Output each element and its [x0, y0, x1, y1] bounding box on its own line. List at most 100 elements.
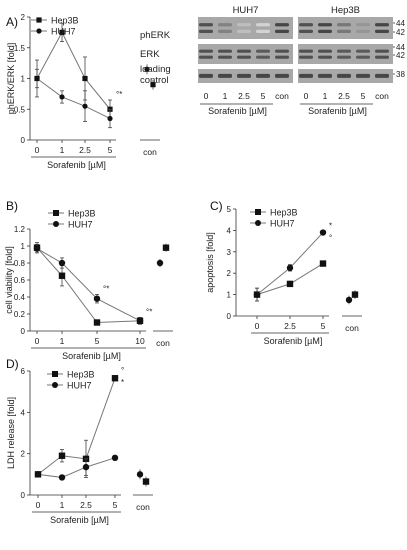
blot-x-label: Sorafenib [µM] — [308, 106, 367, 116]
control-point — [150, 82, 156, 88]
blot-band — [237, 23, 251, 27]
series-HUH7 — [34, 454, 144, 481]
blot-band — [299, 55, 313, 59]
significance-mark: °* — [146, 307, 152, 316]
control-point — [142, 478, 150, 485]
control-label: con — [156, 338, 170, 348]
data-point — [58, 272, 66, 279]
legend-label: HUH7 — [51, 27, 76, 37]
blot-lane-label: 5 — [261, 91, 266, 101]
legend-label: HUH7 — [67, 381, 92, 391]
blot-band — [299, 49, 313, 53]
data-point — [93, 295, 101, 302]
blot-band — [237, 73, 251, 78]
control-label: con — [143, 147, 157, 157]
blot-band — [256, 29, 270, 33]
blot-lane-label: 0 — [304, 91, 309, 101]
series-line — [36, 248, 141, 322]
blot-band — [375, 23, 389, 27]
x-tick-label: 0 — [36, 500, 41, 510]
data-point — [136, 317, 144, 324]
data-point — [286, 264, 294, 272]
blot-band — [318, 49, 332, 53]
y-tick-label: 2 — [21, 13, 26, 22]
x-tick-label: 0 — [35, 336, 40, 346]
data-point — [93, 319, 101, 326]
x-tick-label: 2.5 — [284, 321, 296, 331]
blot-band — [199, 29, 213, 33]
y-tick-label: 0.8 — [14, 259, 26, 268]
x-tick-label: 5 — [108, 145, 113, 155]
blot-band — [356, 29, 370, 33]
significance-mark: * — [329, 221, 332, 230]
y-tick-label: 0.4 — [14, 293, 26, 302]
data-point — [111, 375, 119, 382]
series-Hep3B — [253, 260, 359, 302]
blot-membrane — [198, 44, 293, 64]
blot-band — [375, 29, 389, 33]
x-tick-label: 1 — [60, 145, 65, 155]
series-Hep3B — [34, 375, 150, 487]
blot-band — [299, 73, 313, 78]
data-point — [111, 454, 119, 461]
y-tick-label: 4 — [227, 226, 232, 235]
blot-band — [275, 73, 289, 78]
legend-label: Hep3B — [68, 209, 96, 219]
y-axis-label: apoptosis [fold] — [205, 232, 215, 293]
data-point — [58, 259, 66, 267]
blot-band — [375, 49, 389, 53]
blot-band — [256, 23, 270, 27]
chart-panel-A: 0 0.5 1 1.5 2 phERK/ERK [fold] 0 1 2.5 5Sorafenib… — [6, 13, 160, 170]
y-tick-label: 1.2 — [14, 225, 26, 234]
y-axis-label: phERK/ERK [fold] — [6, 43, 16, 115]
blot-band — [337, 29, 351, 33]
y-tick-label: 0.2 — [14, 310, 26, 319]
western-blot: HUH7 0 1 2.5 5 con Sorafenib [µM] Hep3B 0 1 2.5 5 co… — [140, 5, 405, 116]
data-point — [59, 94, 65, 100]
blot-band — [237, 55, 251, 59]
y-tick-label: 1 — [21, 242, 26, 251]
x-tick-label: 0 — [255, 321, 260, 331]
blot-x-label: Sorafenib [µM] — [208, 106, 267, 116]
blot-membrane — [198, 17, 293, 39]
series-Hep3B — [34, 22, 156, 119]
blot-band — [356, 49, 370, 53]
blot-group-label: Hep3B — [331, 5, 360, 16]
legend-marker — [52, 382, 58, 388]
blot-band — [275, 55, 289, 59]
control-point — [162, 244, 170, 251]
blot-band — [337, 73, 351, 78]
data-point — [286, 280, 294, 288]
blot-band — [275, 23, 289, 27]
significance-mark: ° — [329, 233, 332, 242]
blot-band — [218, 29, 232, 33]
legend-marker — [255, 209, 261, 215]
blot-band — [356, 23, 370, 27]
blot-lane-label: 2.5 — [338, 91, 350, 101]
legend-marker — [53, 221, 59, 227]
panel-label-D: D) — [6, 357, 19, 371]
blot-band — [299, 29, 313, 33]
y-tick-label: 0 — [21, 136, 26, 145]
y-tick-label: 1 — [21, 75, 26, 84]
chart-panel-B: 0 0.2 0.4 0.6 0.8 1 1.2 cell viability [fold] 0 1… — [4, 209, 173, 361]
x-tick-label: 2.5 — [80, 500, 92, 510]
molecular-weight-label: 42 — [396, 51, 405, 60]
chart-panel-C: 0 1 2 3 4 5 apoptosis [fold] 0 2.5 5 Sorafenib [µM… — [205, 205, 362, 346]
blot-band — [337, 23, 351, 27]
blot-band — [199, 49, 213, 53]
legend-marker — [36, 28, 42, 34]
series-line — [36, 247, 141, 324]
control-point — [351, 291, 359, 298]
blot-band — [318, 23, 332, 27]
legend-marker — [255, 220, 261, 226]
data-point — [319, 229, 327, 236]
x-tick-label: 5 — [321, 321, 326, 331]
series-HUH7 — [33, 243, 164, 325]
legend-label: HUH7 — [270, 219, 295, 229]
significance-mark: ° — [121, 366, 124, 375]
chart-panel-D: 0 2 4 6 LDH release [fold] 0 1 2.5 5 Sorafenib [µ… — [6, 366, 153, 525]
